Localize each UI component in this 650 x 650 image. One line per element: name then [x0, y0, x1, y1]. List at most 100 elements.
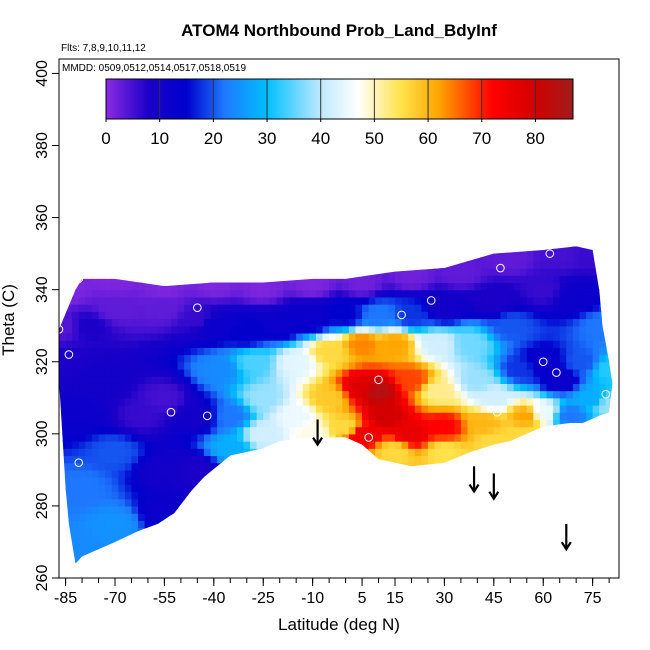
- heat-cell: [493, 426, 502, 435]
- heat-cell: [302, 556, 310, 564]
- heat-cell: [434, 246, 442, 248]
- heat-cell: [553, 268, 561, 276]
- heat-cell: [605, 513, 613, 521]
- heat-cell: [362, 246, 370, 255]
- heat-cell: [572, 426, 581, 435]
- heat-cell: [520, 448, 528, 457]
- heat-cell: [566, 340, 574, 348]
- heat-cell: [546, 541, 554, 550]
- heat-cell: [507, 246, 515, 255]
- heat-cell: [236, 340, 245, 348]
- heat-cell: [579, 347, 587, 356]
- heat-cell: [91, 527, 100, 536]
- heat-cell: [105, 361, 113, 370]
- heat-cell: [467, 376, 475, 384]
- heat-cell: [184, 513, 192, 521]
- heat-cell: [230, 318, 238, 327]
- heat-cell: [467, 268, 475, 276]
- heat-cell: [98, 549, 106, 557]
- heat-cell: [434, 318, 442, 327]
- heat-cell: [500, 563, 508, 564]
- heat-cell: [546, 332, 554, 341]
- heat-cell: [296, 441, 304, 449]
- heat-cell: [203, 498, 212, 507]
- heat-cell: [427, 340, 436, 348]
- heat-cell: [467, 426, 475, 435]
- heat-cell: [342, 534, 350, 543]
- heat-cell: [230, 246, 238, 248]
- heat-cell: [223, 390, 231, 399]
- heat-cell: [480, 253, 488, 262]
- heat-cell: [342, 275, 350, 284]
- heat-cell: [362, 498, 370, 507]
- heat-cell: [296, 448, 304, 457]
- heat-cell: [605, 318, 613, 327]
- heat-cell: [513, 311, 521, 320]
- heat-cell: [494, 232, 501, 240]
- heat-cell: [98, 246, 106, 255]
- heat-cell: [533, 469, 541, 478]
- heat-cell: [302, 383, 310, 392]
- heat-cell: [388, 433, 396, 442]
- heat-cell: [586, 419, 594, 428]
- heat-cell: [144, 318, 152, 327]
- heat-cell: [171, 232, 178, 240]
- heat-cell: [190, 534, 198, 543]
- heat-cell: [91, 505, 100, 514]
- heat-cell: [434, 527, 442, 536]
- heat-cell: [91, 433, 100, 442]
- heat-cell: [171, 534, 179, 543]
- heat-cell: [276, 505, 284, 514]
- heat-cell: [309, 383, 317, 392]
- heat-cell: [131, 376, 139, 384]
- heat-cell: [302, 412, 310, 421]
- heat-cell: [59, 282, 67, 291]
- heat-cell: [375, 520, 383, 529]
- heat-cell: [342, 397, 350, 406]
- heat-cell: [480, 296, 488, 305]
- heat-cell: [507, 268, 515, 276]
- heat-cell: [65, 383, 73, 392]
- heat-cell: [467, 527, 475, 536]
- heat-cell: [197, 390, 205, 399]
- heat-cell: [487, 368, 495, 377]
- heat-cell: [375, 498, 383, 507]
- heat-cell: [605, 332, 613, 341]
- heat-cell: [572, 462, 581, 471]
- heat-cell: [315, 304, 324, 312]
- heat-cell: [579, 325, 587, 334]
- heat-cell: [579, 419, 587, 428]
- heat-cell: [593, 232, 600, 240]
- heat-cell: [460, 397, 469, 406]
- heat-cell: [480, 340, 488, 348]
- heat-cell: [263, 549, 271, 557]
- heat-cell: [230, 354, 238, 363]
- heat-cell: [236, 246, 245, 255]
- heat-cell: [124, 549, 133, 557]
- heat-cell: [105, 311, 113, 320]
- heat-cell: [217, 527, 225, 536]
- heat-cell: [302, 246, 310, 248]
- heat-cell: [151, 361, 159, 370]
- heat-cell: [401, 527, 409, 536]
- heat-cell: [335, 332, 343, 341]
- heat-cell: [124, 318, 133, 327]
- heat-cell: [487, 563, 495, 564]
- heat-cell: [348, 296, 357, 305]
- heat-cell: [190, 332, 198, 341]
- y-tick-label: 360: [34, 204, 51, 231]
- heat-cell: [533, 520, 541, 529]
- heat-cell: [322, 498, 330, 507]
- heat-cell: [131, 325, 139, 334]
- heat-cell: [546, 469, 554, 478]
- heat-cell: [388, 376, 396, 384]
- heat-cell: [599, 505, 607, 514]
- heat-cell: [276, 412, 284, 421]
- heat-cell: [210, 498, 218, 507]
- heat-cell: [395, 282, 403, 291]
- heat-cell: [599, 484, 607, 493]
- heat-cell: [269, 527, 278, 536]
- heat-cell: [296, 368, 304, 377]
- heat-cell: [526, 340, 534, 348]
- heat-cell: [236, 498, 245, 507]
